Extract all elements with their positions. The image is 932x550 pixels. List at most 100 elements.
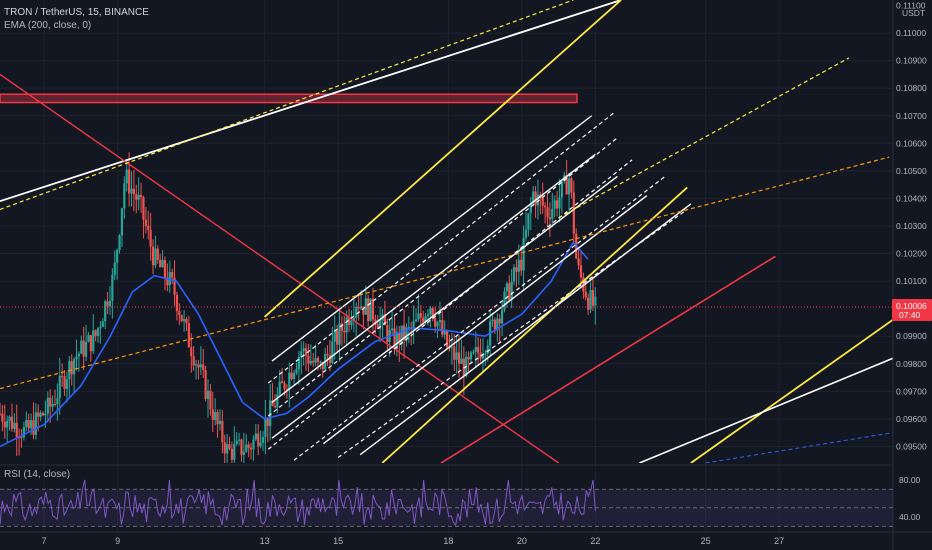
candle-body	[505, 283, 508, 292]
trendline-20	[705, 432, 893, 463]
candle-body	[278, 381, 281, 395]
candle-body	[297, 357, 300, 370]
candle-body	[123, 183, 126, 209]
candles-group	[0, 152, 597, 463]
candle-body	[594, 296, 597, 306]
candle-body	[269, 400, 272, 426]
price-tick-label: 0.10300	[896, 221, 927, 231]
candle-body	[498, 318, 501, 324]
candle-body	[10, 416, 14, 429]
candle-body	[49, 397, 52, 407]
candle-body	[587, 297, 590, 310]
candle-body	[70, 361, 73, 375]
candle-body	[393, 328, 396, 350]
symbol-title: TRON / TetherUS, 15, BINANCE	[4, 7, 149, 18]
candle-body	[156, 248, 159, 260]
trendline-17	[0, 156, 890, 390]
time-axis: 7 9 13 15 18 20 22 25 27	[0, 531, 932, 546]
candle-body	[63, 376, 66, 390]
candle-body	[508, 283, 511, 300]
price-tick-label: 0.10700	[896, 111, 927, 121]
candle-body	[417, 313, 420, 320]
candle-body	[276, 394, 279, 408]
candle-body	[493, 319, 497, 331]
candle-body	[371, 298, 375, 320]
candle-body	[228, 444, 231, 449]
candle-body	[395, 332, 398, 350]
candle-body	[434, 318, 437, 327]
candle-body	[460, 358, 463, 364]
candle-body	[204, 370, 207, 399]
candle-body	[182, 319, 186, 322]
trendline-0	[0, 0, 622, 203]
candle-body	[192, 356, 195, 366]
resistance-zone	[0, 93, 578, 104]
candle-body	[199, 364, 202, 368]
candle-body	[544, 205, 547, 208]
candle-body	[453, 346, 456, 360]
candle-body	[254, 433, 257, 440]
candle-body	[347, 317, 351, 325]
candle-body	[187, 323, 190, 348]
candle-body	[572, 192, 575, 234]
candle-body	[343, 330, 346, 333]
candle-body	[39, 412, 42, 417]
candle-body	[472, 351, 475, 353]
candle-body	[422, 317, 425, 323]
trendline-3	[263, 0, 622, 318]
candle-body	[469, 352, 473, 360]
candle-body	[551, 208, 554, 220]
candle-body	[87, 335, 90, 342]
candle-body	[247, 444, 250, 448]
candle-body	[500, 309, 504, 324]
currency-label: USDT	[902, 8, 925, 18]
candle-body	[264, 418, 267, 438]
ema-legend[interactable]: EMA (200, close, 0)	[4, 20, 92, 31]
candle-body	[53, 403, 57, 405]
candle-body	[237, 439, 241, 441]
trendline-14	[293, 175, 666, 461]
candle-body	[171, 272, 174, 278]
candle-body	[541, 197, 544, 206]
candle-body	[249, 447, 253, 450]
trendline-16	[558, 57, 850, 219]
candle-body	[151, 246, 155, 266]
time-tick-label: 27	[774, 536, 784, 546]
time-tick-label: 15	[333, 536, 343, 546]
candle-body	[455, 352, 458, 360]
candle-body	[510, 281, 513, 300]
candle-body	[173, 277, 176, 295]
candle-body	[161, 260, 164, 268]
candle-body	[273, 405, 277, 408]
candle-body	[8, 416, 11, 421]
candle-body	[400, 325, 403, 345]
price-tick-label: 0.09900	[896, 331, 927, 341]
candle-body	[99, 326, 102, 329]
candle-body	[336, 330, 339, 345]
price-tick-label: 0.10600	[896, 138, 927, 148]
time-tick-label: 22	[590, 536, 600, 546]
candle-body	[118, 235, 121, 250]
candle-body	[520, 259, 523, 271]
trendline-6	[271, 115, 593, 362]
price-axis-bg	[893, 0, 932, 550]
candle-body	[111, 274, 114, 301]
candle-body	[223, 442, 226, 454]
candle-body	[32, 420, 35, 435]
trendline-2	[0, 0, 574, 211]
candle-body	[307, 355, 310, 364]
trendline-7	[271, 153, 596, 403]
candle-body	[84, 341, 88, 357]
candle-body	[379, 320, 382, 329]
candle-body	[486, 345, 489, 354]
rsi-legend[interactable]: RSI (14, close)	[4, 469, 71, 480]
candle-body	[331, 341, 334, 363]
candle-body	[584, 291, 587, 298]
price-tick-label: 0.10100	[896, 276, 927, 286]
candle-body	[125, 169, 128, 184]
candle-body	[429, 308, 432, 315]
candle-body	[37, 412, 40, 417]
candle-body	[175, 294, 179, 312]
price-tick-label: 0.09600	[896, 414, 927, 424]
